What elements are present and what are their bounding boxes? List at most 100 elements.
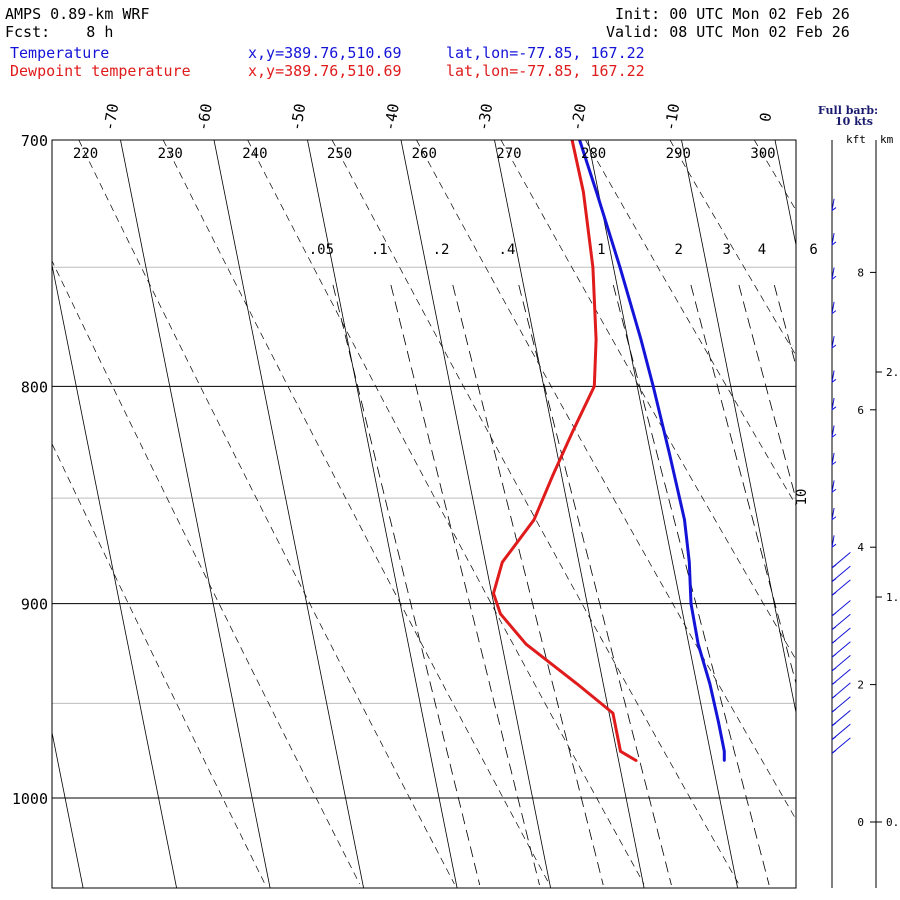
mixing-ratio-line (390, 284, 540, 886)
kft-tick-label: 6 (857, 404, 864, 417)
dry-adiabat-line (416, 140, 796, 821)
mixing-ratio-label: 6 (809, 242, 817, 258)
dry-adiabat-line (78, 140, 455, 885)
wind-barb-flag (831, 452, 835, 465)
dewpoint-data-point (593, 385, 596, 388)
isotherm-line (494, 140, 645, 888)
dewpoint-data-point (594, 338, 598, 341)
temperature-data-point (639, 338, 643, 341)
temperature-profile-line (578, 140, 726, 761)
wind-barb-staff (831, 275, 837, 280)
dewpoint-data-point (499, 612, 502, 615)
wind-barb-staff (831, 461, 837, 466)
isotherm-line (681, 140, 796, 715)
isotherm-line (587, 140, 738, 888)
wind-barb-flag (831, 710, 851, 727)
dry-adiabat-label: 230 (158, 146, 183, 162)
kft-unit-label: kft (846, 133, 866, 146)
legend-dewpoint-name: Dewpoint temperature (10, 62, 191, 80)
isotherm-line (52, 262, 177, 888)
kft-tick-label: 0 (857, 816, 864, 829)
barb-legend-speed: 10 kts (835, 115, 873, 128)
temperature-data-point (652, 385, 655, 388)
wind-barb-flag (831, 552, 851, 569)
wind-barb-panel: Full barb:10 kts kft km 8 6 4 2 0 2. 1. 0. (818, 104, 899, 888)
wind-barb-staff (831, 488, 837, 493)
wind-barb-flag (831, 600, 851, 617)
dry-adiabat-label: 280 (581, 146, 606, 162)
legend-dewpoint-xy: x,y=389.76,510.69 (248, 62, 402, 80)
wind-barb-flag (831, 336, 835, 349)
temperature-tick-label: -20 (567, 102, 589, 132)
wind-barb-flag (831, 535, 835, 548)
dry-adiabat-label: 260 (412, 146, 437, 162)
dewpoint-data-point (619, 750, 622, 753)
wind-barb-flag (831, 565, 851, 582)
init-time: Init: 00 UTC Mon 02 Feb 26 (615, 5, 850, 23)
mixing-ratio-label: 2 (675, 242, 683, 258)
dry-adiabat-line (331, 140, 740, 885)
dry-adiabat-label: 290 (666, 146, 691, 162)
wind-barb-staff (831, 344, 837, 349)
dry-adiabat-label: 220 (73, 146, 98, 162)
mixing-ratio-label: 3 (722, 242, 730, 258)
wind-barb-flag (831, 425, 835, 438)
temperature-data-point (668, 453, 671, 456)
wind-barb-flag (831, 655, 851, 672)
kft-tick-label: 8 (857, 266, 864, 279)
mixing-ratio-line (518, 284, 672, 886)
wind-barb-staff (831, 378, 837, 383)
legend-temperature-latlon: lat,lon=-77.85, 167.22 (446, 44, 645, 62)
temperature-data-point (717, 721, 720, 724)
dewpoint-data-point (532, 518, 536, 521)
chart-series (492, 140, 726, 762)
valid-time: Valid: 08 UTC Mon 02 Feb 26 (606, 23, 850, 41)
dewpoint-data-point (524, 643, 528, 646)
wind-barb-flag (831, 723, 851, 740)
temperature-tick-label: -40 (380, 102, 402, 132)
temperature-tick-label: -50 (287, 102, 309, 132)
temperature-data-point (683, 518, 686, 521)
forecast-hour: 8 h (86, 23, 114, 41)
temperature-tick-label: 0 (756, 111, 775, 123)
wind-barb-flag (831, 579, 851, 596)
chart-grid (52, 140, 900, 888)
wind-barb-flag (831, 737, 851, 754)
dewpoint-data-point (571, 430, 574, 434)
dry-adiabat-line (839, 140, 900, 884)
dry-adiabat-label: 300 (750, 146, 775, 162)
forecast-label: Fcst: 8 h (5, 23, 114, 41)
dry-adiabat-label: 250 (327, 146, 352, 162)
dewpoint-data-point (551, 475, 554, 478)
wind-barb-flag (831, 641, 851, 658)
temperature-data-point (688, 561, 691, 564)
kft-tick-label: 4 (857, 541, 864, 554)
dry-adiabat-line (585, 140, 796, 506)
dry-adiabat-line (247, 140, 645, 885)
temperature-data-point (697, 643, 700, 646)
mixing-ratio-label: .05 (309, 242, 334, 258)
legend-temperature-name: Temperature (10, 44, 110, 62)
isotherm-line (307, 140, 458, 888)
temperature-data-point (689, 602, 693, 605)
dewpoint-data-point (575, 682, 579, 686)
dewpoint-data-point (501, 561, 504, 564)
km-unit-label: km (880, 133, 894, 146)
wind-barb-flag (831, 480, 835, 493)
dry-adiabat-line (669, 140, 796, 357)
wind-barb-staff (831, 241, 837, 246)
pressure-tick-label: 800 (21, 378, 48, 396)
barb-legend-title: Full barb: (818, 104, 878, 117)
wind-barb-staff (831, 310, 837, 315)
model-title: AMPS 0.89-km WRF (5, 5, 150, 23)
dry-adiabat-line (52, 260, 361, 885)
km-tick-label: 2. (886, 366, 899, 379)
temperature-data-point (618, 266, 622, 269)
temperature-tick-label: -30 (474, 102, 496, 132)
wind-barb-flag (831, 696, 851, 713)
wind-barb-flag (831, 233, 835, 246)
dewpoint-data-point (492, 592, 495, 595)
mixing-ratio-line (738, 284, 796, 501)
